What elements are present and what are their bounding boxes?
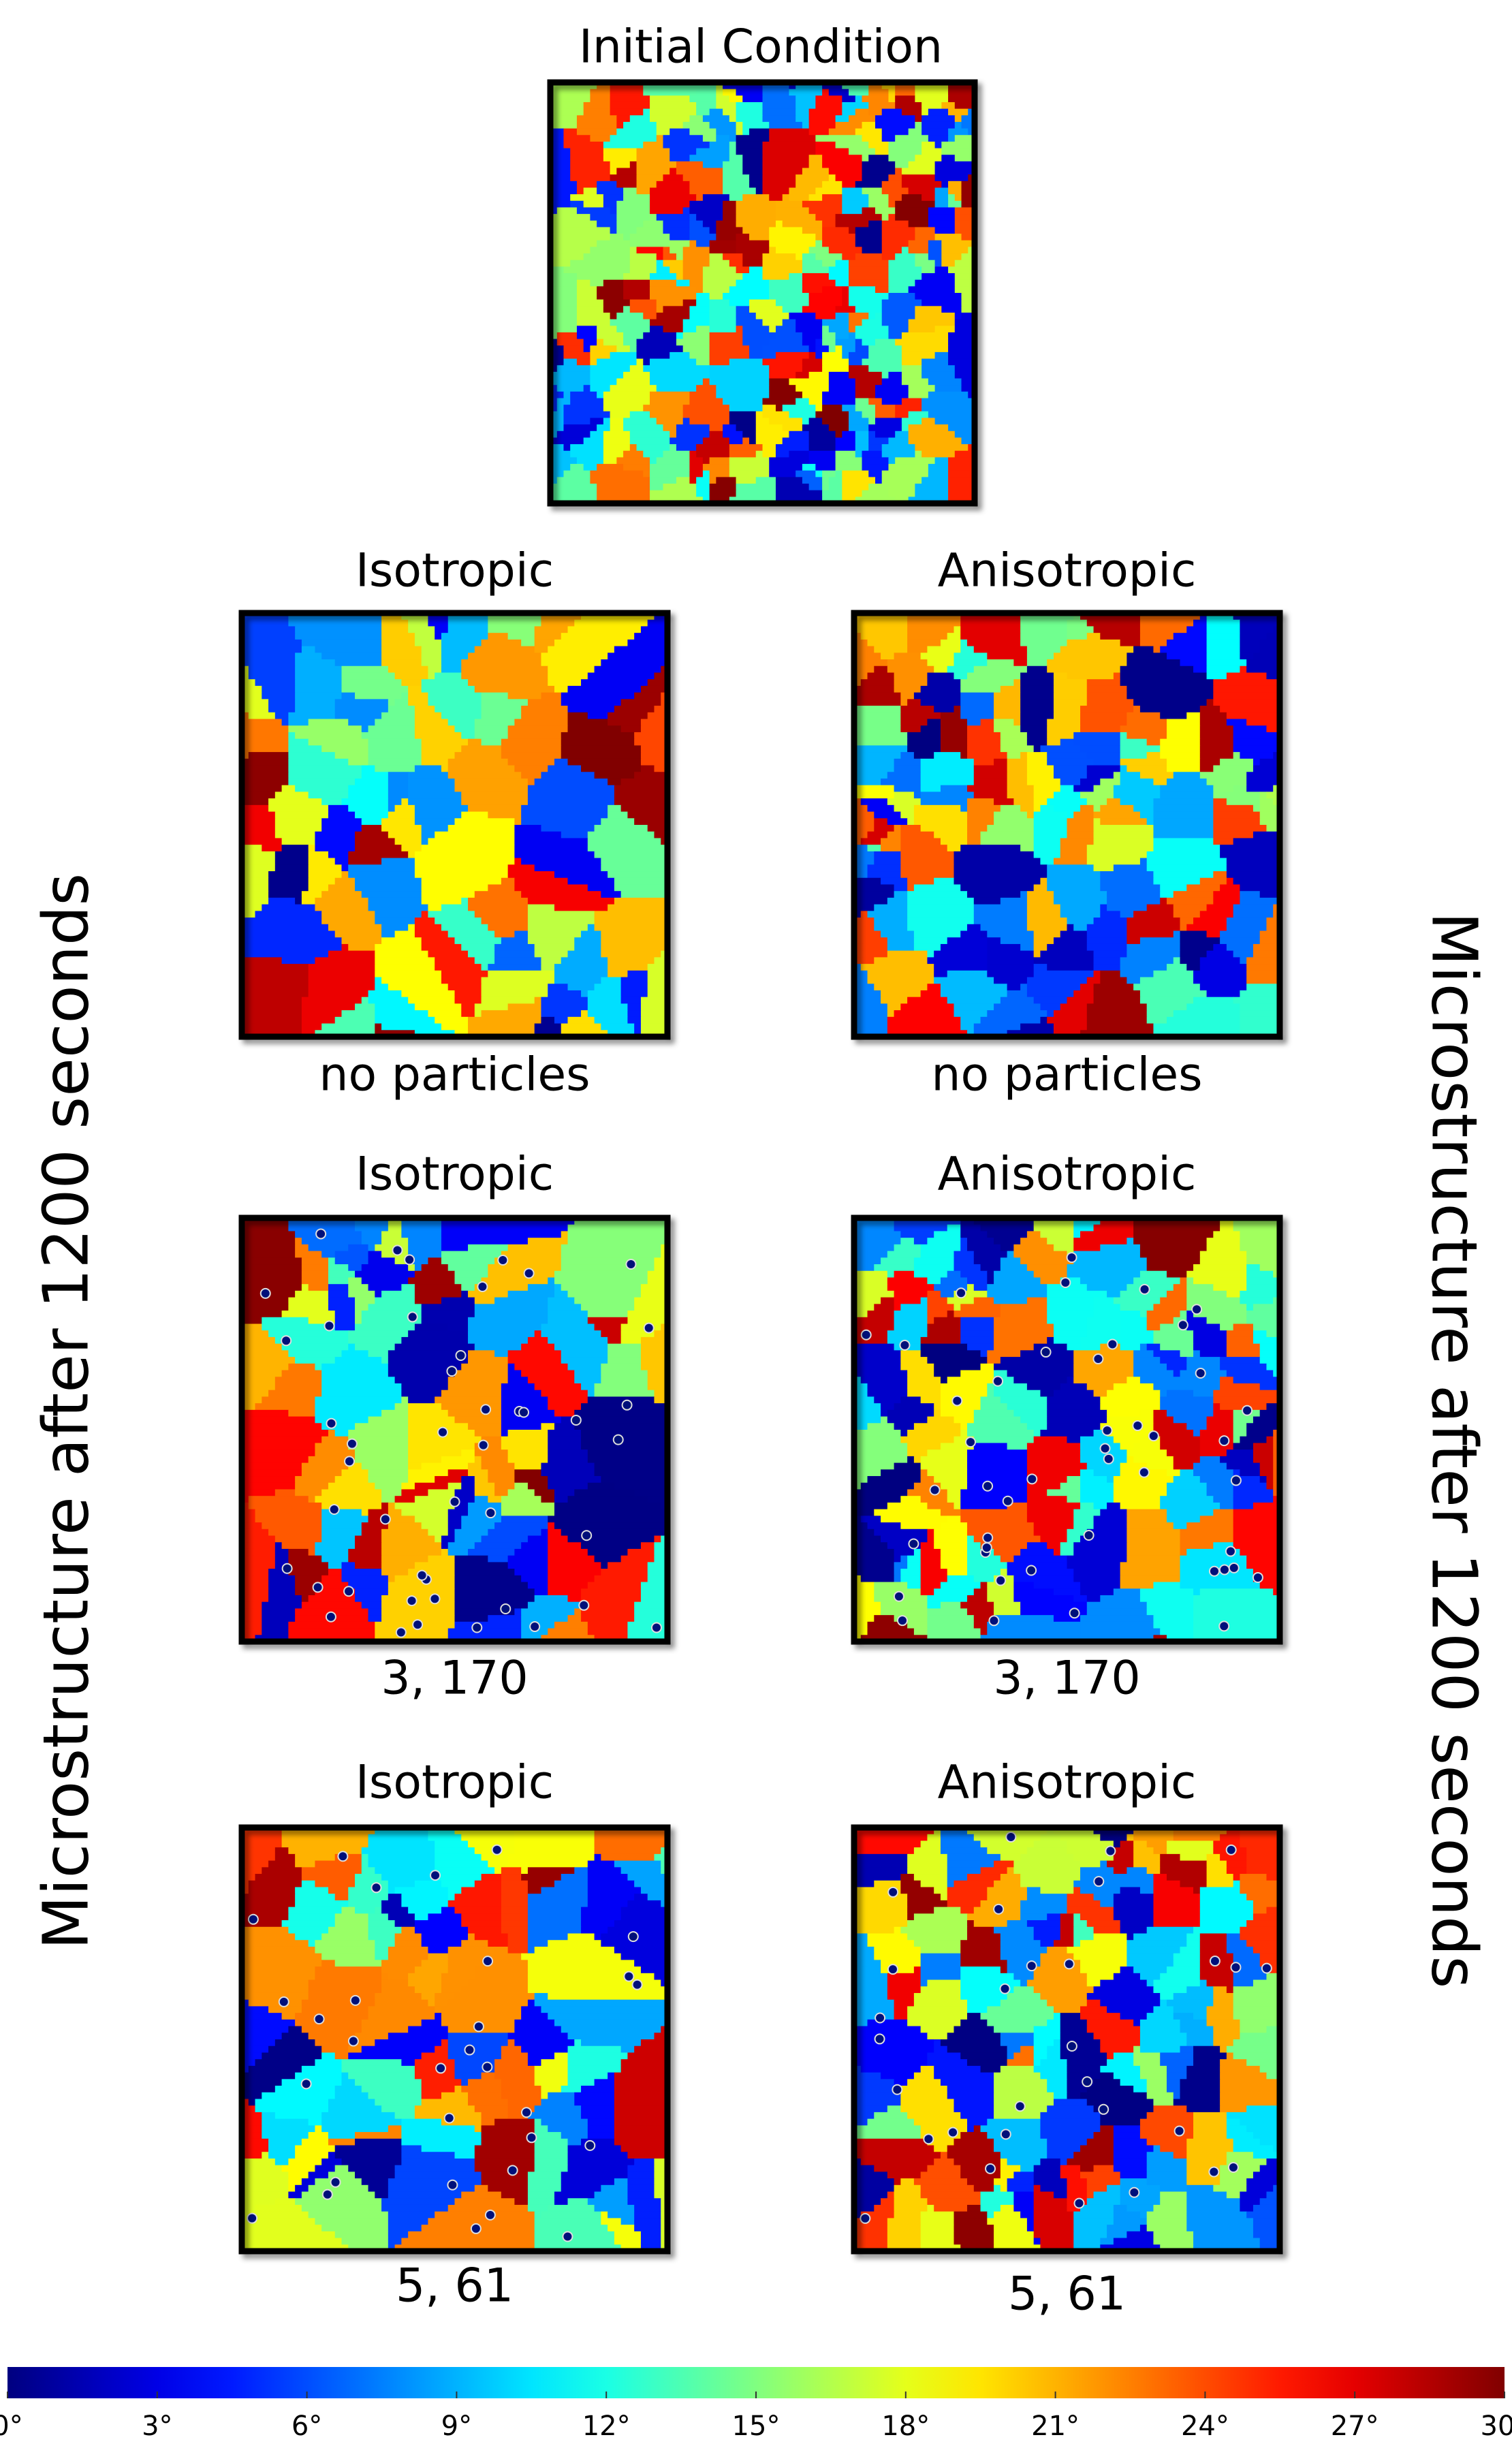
colorbar-tick-label: 27° [1331, 2411, 1379, 2442]
colorbar-tick-label: 9° [441, 2411, 472, 2442]
colorbar-tick-label: 3° [142, 2411, 172, 2442]
panel-caption: no particles [319, 1048, 590, 1102]
colorbar-tick-label: 24° [1181, 2411, 1229, 2442]
colorbar-tick-label: 15° [732, 2411, 781, 2442]
title: Initial Condition [579, 20, 943, 74]
panel-caption: 3, 170 [993, 1652, 1140, 1706]
panel-caption: 5, 61 [396, 2259, 514, 2313]
panel-label: Isotropic [356, 544, 554, 598]
colorbar-tick-label: 30° [1481, 2411, 1512, 2442]
panel-label: Anisotropic [938, 1756, 1197, 1810]
microstructure-image [242, 1218, 668, 1642]
colorbar-tick-label: 0° [0, 2411, 23, 2442]
colorbar-tick-label: 21° [1031, 2411, 1080, 2442]
microstructure-image [854, 1828, 1280, 2252]
panel-caption: no particles [931, 1048, 1202, 1102]
microstructure-image [242, 613, 668, 1037]
colorbar-tick-label: 6° [292, 2411, 322, 2442]
colorbar-tick-label: 12° [582, 2411, 631, 2442]
panel-caption: 3, 170 [381, 1652, 528, 1706]
microstructure-image [854, 1218, 1280, 1642]
side-label: Microstructure after 1200 seconds [1418, 912, 1491, 1989]
microstructure-image [242, 1828, 668, 2252]
side-label: Microstructure after 1200 seconds [29, 873, 102, 1950]
figure: Initial Condition Microstructure after 1… [0, 0, 1512, 2443]
microstructure-image [550, 82, 975, 504]
panel-label: Isotropic [356, 1756, 554, 1810]
panel-label: Isotropic [356, 1148, 554, 1202]
panel-label: Anisotropic [938, 1148, 1197, 1202]
panel-caption: 5, 61 [1008, 2268, 1126, 2321]
panel-label: Anisotropic [938, 544, 1197, 598]
microstructure-image [854, 613, 1280, 1037]
colorbar-tick-label: 18° [881, 2411, 930, 2442]
